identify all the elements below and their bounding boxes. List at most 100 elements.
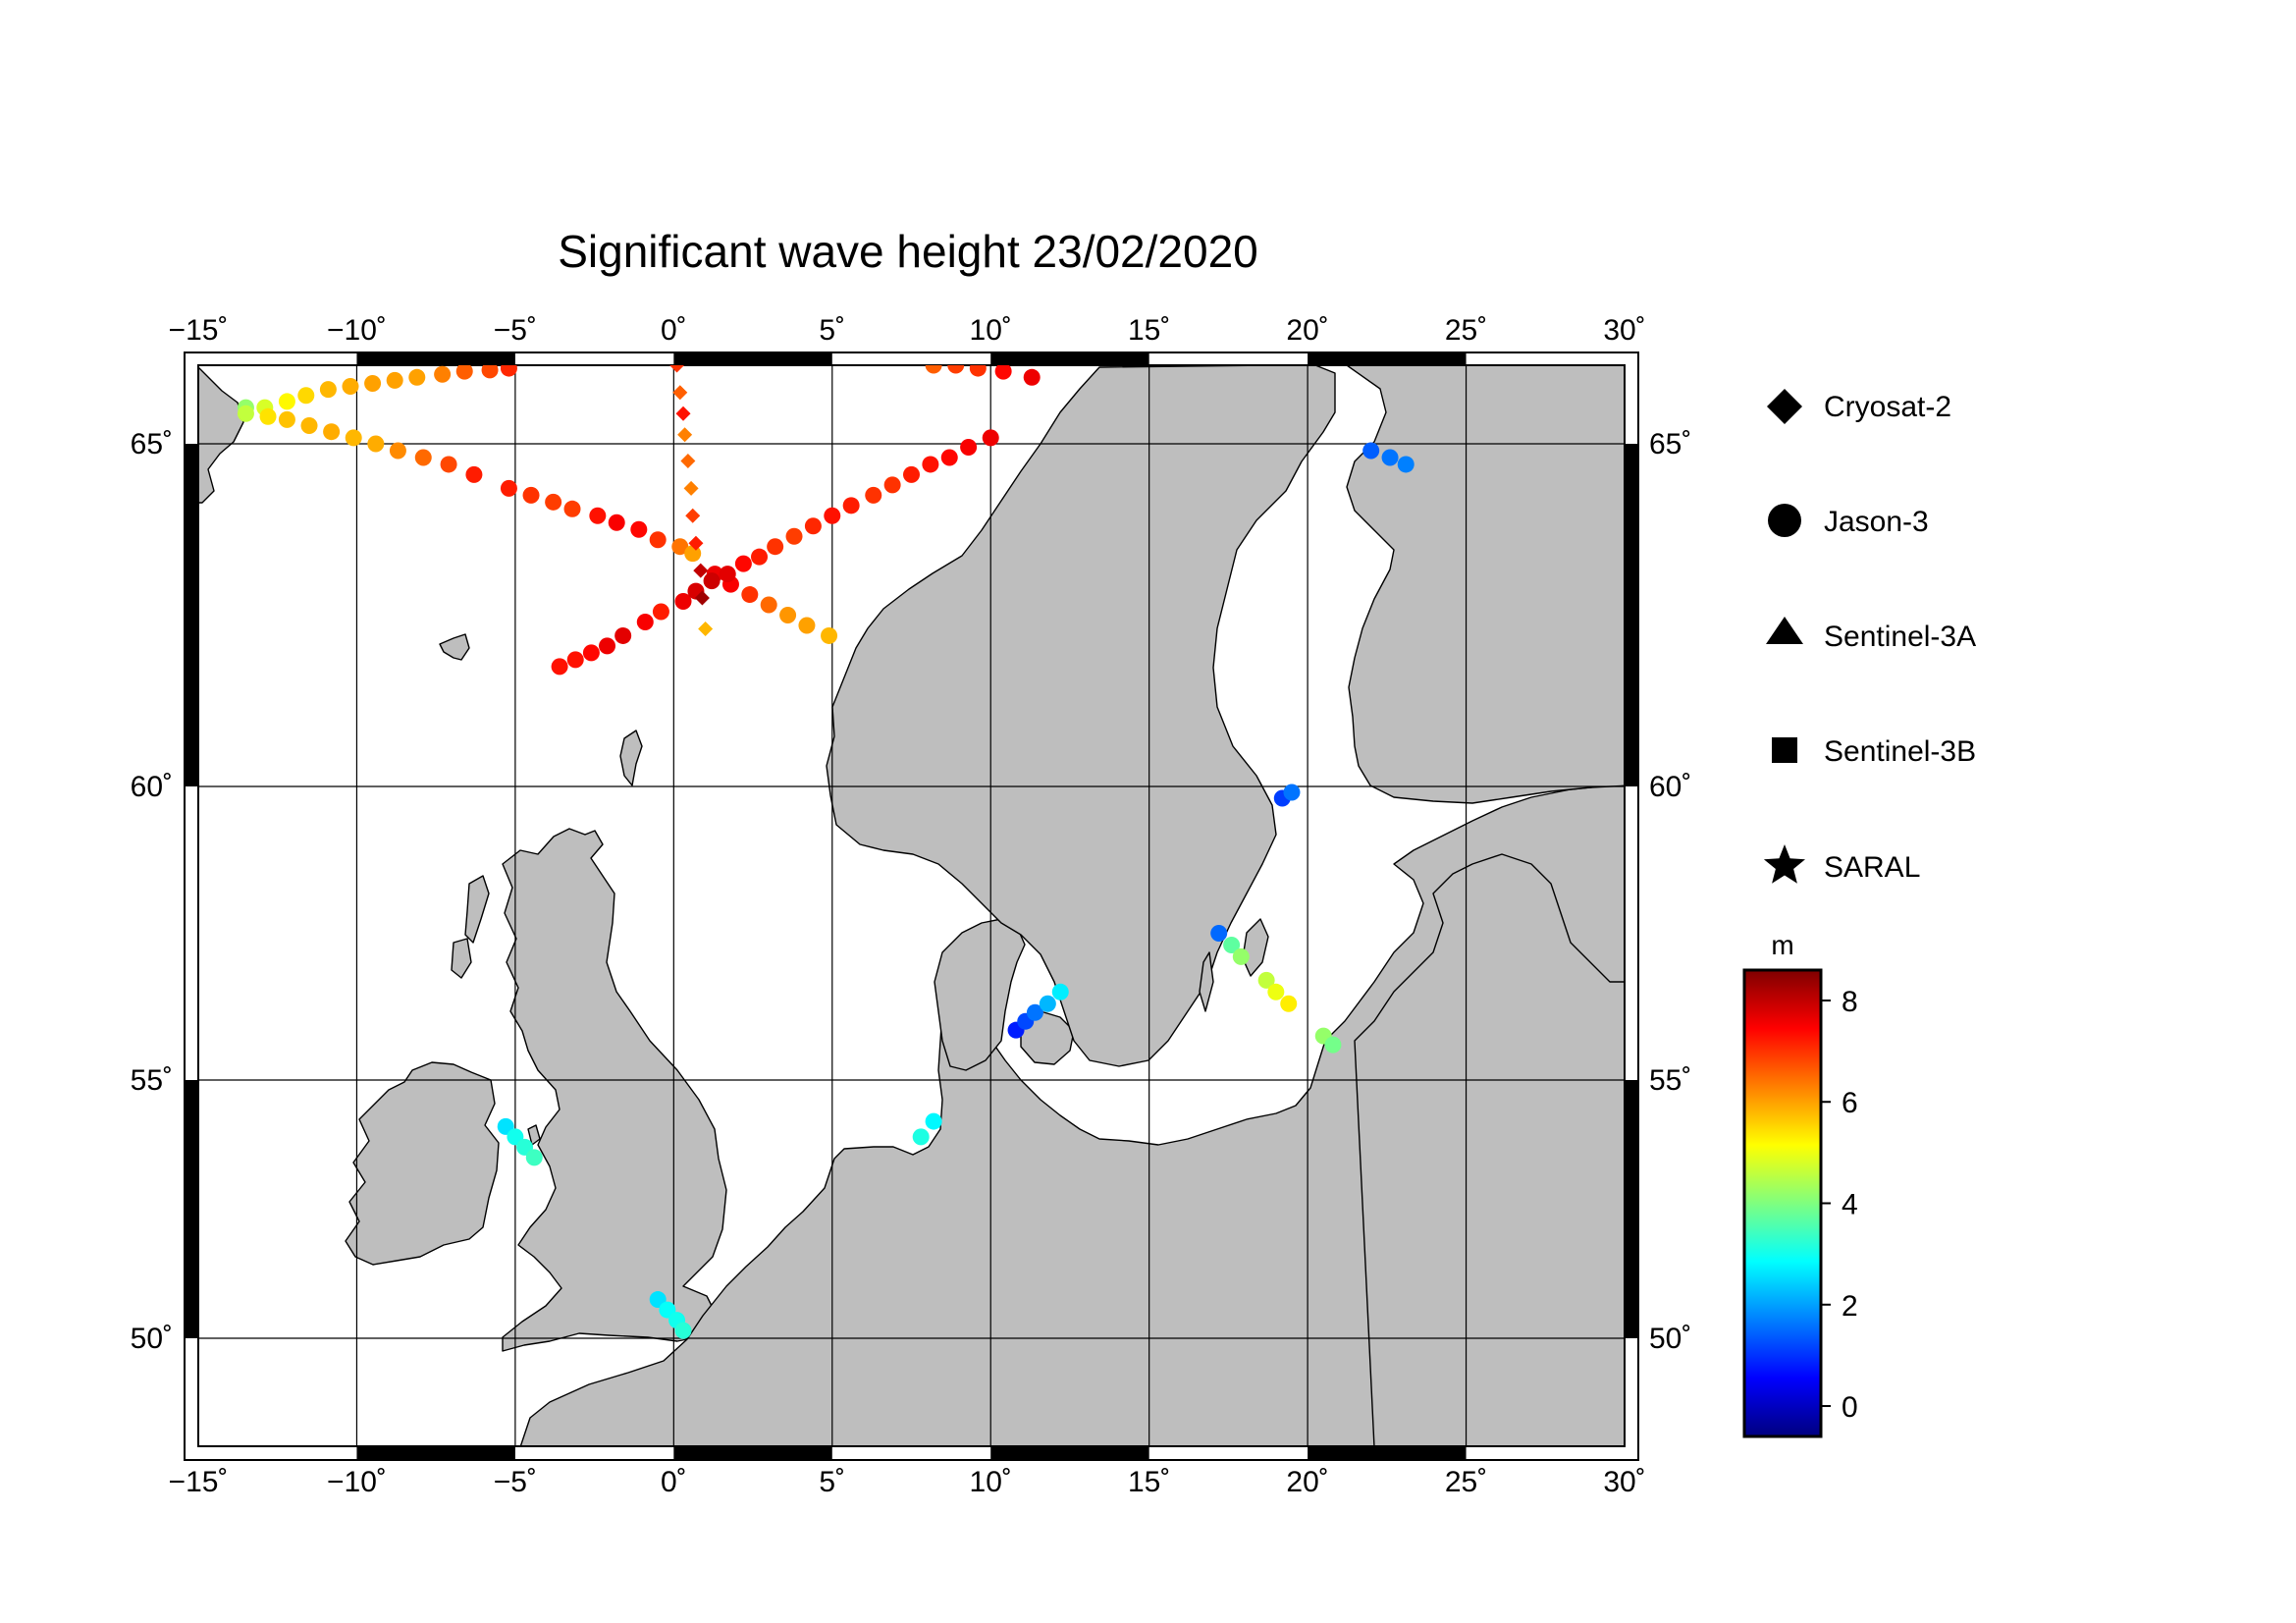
lon-tick-label: 15˚ — [1128, 1466, 1170, 1498]
jason-3-point — [925, 1112, 942, 1130]
jason-3-point — [1324, 1036, 1342, 1054]
star-icon — [1763, 844, 1805, 884]
jason-3-point — [1267, 983, 1285, 1001]
legend-label: SARAL — [1824, 851, 1920, 884]
land-outer-isles — [451, 938, 472, 979]
jason-3-point — [652, 603, 669, 621]
jason-3-point — [925, 365, 942, 374]
jason-3-point — [525, 1149, 543, 1166]
longitude-labels-bottom: −15˚ −10˚ −5˚ 0˚ 5˚ 10˚ 15˚ 20˚ 25˚ 30˚ — [169, 1466, 1646, 1498]
jason-3-point — [982, 429, 999, 447]
lon-tick-label: 25˚ — [1445, 1466, 1487, 1498]
legend-item-sentinel-3b: Sentinel-3B — [1772, 735, 1976, 768]
jason-3-point — [804, 517, 822, 535]
cryosat-2-point — [698, 621, 714, 636]
jason-3-point — [589, 507, 607, 524]
jason-3-point — [940, 449, 958, 466]
jason-3-point — [386, 371, 403, 389]
jason-3-point — [719, 566, 736, 583]
lat-tick-label: 65˚ — [1649, 428, 1691, 460]
jason-3-point — [278, 410, 295, 428]
jason-3-point — [824, 507, 841, 524]
jason-3-point — [994, 365, 1012, 380]
frame-bar-left — [185, 1080, 198, 1338]
jason-3-point — [703, 572, 721, 590]
colorbar-tick-label: 4 — [1842, 1189, 1858, 1221]
lon-tick-label: −15˚ — [169, 314, 229, 347]
jason-3-point — [779, 607, 797, 623]
lon-tick-label: 30˚ — [1603, 1466, 1645, 1498]
jason-3-point — [767, 538, 784, 556]
cryosat-2-point — [677, 427, 693, 443]
frame-outer — [184, 352, 1639, 1461]
frame-bar-top — [1308, 352, 1467, 365]
jason-3-point — [414, 449, 432, 466]
lon-tick-label: 30˚ — [1603, 314, 1645, 347]
jason-3-point — [1397, 456, 1415, 473]
jason-3-point — [734, 555, 752, 572]
legend-label: Jason-3 — [1824, 506, 1929, 538]
legend-item-saral: SARAL — [1763, 844, 1920, 884]
lat-tick-label: 50˚ — [131, 1323, 173, 1355]
jason-3-point — [1223, 936, 1241, 953]
jason-3-point — [563, 500, 581, 517]
jason-3-point — [500, 479, 517, 497]
frame-bar-right — [1625, 1080, 1638, 1338]
land-hebrides — [464, 875, 490, 944]
lon-tick-label: 20˚ — [1286, 1466, 1328, 1498]
cryosat-2-point — [685, 508, 701, 523]
jason-3-point — [912, 1128, 930, 1146]
lon-tick-label: −10˚ — [327, 314, 387, 347]
jason-3-point — [1026, 1003, 1043, 1021]
land-baltic — [1354, 853, 1625, 1446]
lon-tick-label: 0˚ — [661, 1466, 687, 1498]
jason-3-point — [671, 538, 689, 556]
lon-tick-label: 15˚ — [1128, 314, 1170, 347]
satellite-legend: Cryosat-2 Jason-3 Sentinel-3A Sentinel-3… — [1763, 389, 1976, 884]
legend-item-sentinel-3a: Sentinel-3A — [1766, 617, 1976, 653]
lat-tick-label: 60˚ — [131, 771, 173, 803]
legend-item-jason-3: Jason-3 — [1768, 504, 1929, 538]
land-great-britain — [502, 828, 727, 1352]
jason-3-point — [319, 381, 337, 399]
jason-3-point — [342, 378, 359, 396]
jason-3-point — [481, 365, 499, 379]
circle-icon — [1768, 504, 1801, 537]
longitude-labels-top: −15˚ −10˚ −5˚ 0˚ 5˚ 10˚ 15˚ 20˚ 25˚ 30˚ — [169, 314, 1646, 347]
jason-3-point — [1210, 925, 1228, 942]
frame-bar-right — [1625, 444, 1638, 786]
jason-3-point — [636, 613, 654, 630]
frame-bar-bottom — [673, 1446, 832, 1460]
jason-3-point — [630, 520, 648, 538]
jason-3-point — [922, 456, 939, 473]
diamond-icon — [1767, 389, 1802, 424]
land-shetland — [619, 730, 643, 786]
land-continent — [519, 784, 1625, 1446]
lat-tick-label: 55˚ — [1649, 1064, 1691, 1097]
frame-bar-bottom — [1308, 1446, 1467, 1460]
lon-tick-label: 20˚ — [1286, 314, 1328, 347]
jason-3-point — [440, 456, 457, 473]
lat-tick-label: 65˚ — [131, 428, 173, 460]
land-isle-of-man — [527, 1124, 541, 1146]
cryosat-2-point — [683, 480, 699, 496]
latitude-labels-left: 50˚ 55˚ 60˚ 65˚ — [131, 428, 173, 1355]
jason-3-point — [1381, 449, 1399, 466]
jason-3-point — [1283, 784, 1301, 801]
jason-3-point — [545, 493, 562, 511]
jason-3-point — [960, 438, 978, 456]
jason-3-point — [237, 405, 254, 422]
jason-3-point — [751, 548, 769, 566]
cryosat-2-point — [675, 406, 691, 421]
jason-3-point — [674, 1322, 692, 1339]
jason-3-point — [741, 586, 759, 604]
lon-tick-label: 25˚ — [1445, 314, 1487, 347]
lon-tick-label: 5˚ — [819, 314, 845, 347]
jason-3-point — [821, 626, 838, 644]
jason-3-point — [434, 365, 452, 383]
colorbar-scale — [1742, 968, 1823, 1438]
jason-3-point — [465, 465, 483, 483]
legend-label: Cryosat-2 — [1824, 391, 1951, 423]
lon-tick-label: −5˚ — [494, 314, 537, 347]
